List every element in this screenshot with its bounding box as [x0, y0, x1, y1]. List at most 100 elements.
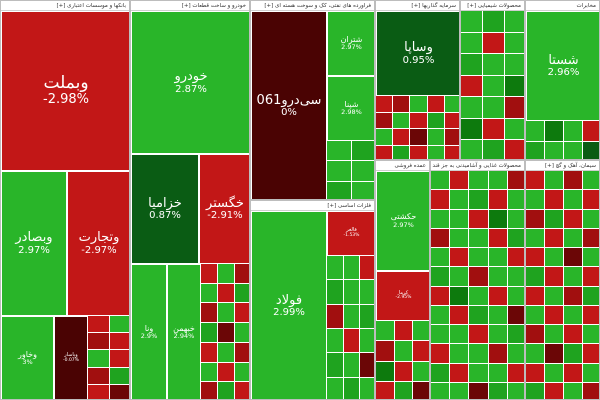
- mini-tile[interactable]: [431, 325, 450, 344]
- mini-tile[interactable]: [583, 286, 599, 305]
- mini-tile[interactable]: [583, 267, 599, 286]
- mini-tile[interactable]: [507, 382, 524, 399]
- mini-tile[interactable]: [450, 228, 469, 247]
- mini-tile[interactable]: [431, 286, 450, 305]
- mini-tile[interactable]: [583, 344, 599, 363]
- mini-tile[interactable]: [431, 209, 450, 228]
- mini-tile[interactable]: [461, 118, 482, 140]
- mini-tile[interactable]: [360, 304, 374, 328]
- tile-vbsader[interactable]: وبصادر 2.97%: [1, 171, 67, 316]
- mini-tile[interactable]: [564, 267, 582, 286]
- mini-tile[interactable]: [431, 363, 450, 382]
- mini-tile[interactable]: [461, 97, 482, 118]
- mini-tile[interactable]: [526, 228, 544, 247]
- mini-tile[interactable]: [583, 382, 599, 399]
- mini-tile[interactable]: [431, 248, 450, 267]
- mini-tile[interactable]: [583, 209, 599, 228]
- mini-tile[interactable]: [394, 361, 413, 381]
- mini-tile[interactable]: [450, 209, 469, 228]
- mini-tile[interactable]: [376, 129, 393, 145]
- mini-tile[interactable]: [488, 228, 507, 247]
- tile-vsapa[interactable]: وساپا 0.95%: [376, 11, 459, 96]
- mini-tile[interactable]: [201, 303, 217, 323]
- mini-tile[interactable]: [343, 377, 360, 399]
- mini-tile[interactable]: [360, 256, 374, 280]
- mini-tile[interactable]: [88, 384, 109, 399]
- tile-kerma[interactable]: کرما -2.95%: [376, 271, 429, 321]
- mini-tile[interactable]: [545, 209, 563, 228]
- mini-tile[interactable]: [427, 145, 444, 159]
- mini-tile[interactable]: [427, 96, 444, 112]
- mini-tile[interactable]: [526, 190, 544, 209]
- sector-title[interactable]: عمده فروشی: [376, 161, 429, 171]
- mini-tile[interactable]: [444, 96, 459, 112]
- mini-tile[interactable]: [469, 286, 488, 305]
- mini-tile[interactable]: [360, 353, 374, 377]
- tile-vbmellat[interactable]: وبملت -2.98%: [1, 11, 129, 171]
- mini-tile[interactable]: [505, 54, 524, 75]
- mini-tile[interactable]: [526, 248, 544, 267]
- mini-tile[interactable]: [360, 329, 374, 353]
- mini-tile[interactable]: [450, 248, 469, 267]
- mini-tile[interactable]: [431, 190, 450, 209]
- mini-tile[interactable]: [327, 141, 351, 161]
- sector-title[interactable]: خودرو و ساخت قطعات [+]: [131, 1, 249, 11]
- mini-tile[interactable]: [564, 248, 582, 267]
- mini-tile[interactable]: [110, 316, 129, 333]
- tile-sidaro[interactable]: سی‌درو061 0%: [251, 11, 327, 199]
- mini-tile[interactable]: [507, 305, 524, 324]
- tile-foulad[interactable]: فولاد 2.99%: [251, 211, 327, 399]
- mini-tile[interactable]: [201, 264, 217, 283]
- mini-tile[interactable]: [343, 256, 360, 280]
- mini-tile[interactable]: [526, 121, 544, 141]
- mini-tile[interactable]: [526, 209, 544, 228]
- mini-tile[interactable]: [450, 267, 469, 286]
- mini-tile[interactable]: [444, 145, 459, 159]
- mini-tile[interactable]: [427, 112, 444, 128]
- mini-tile[interactable]: [469, 209, 488, 228]
- mini-tile[interactable]: [110, 367, 129, 384]
- mini-tile[interactable]: [564, 228, 582, 247]
- mini-tile[interactable]: [327, 304, 343, 328]
- mini-tile[interactable]: [526, 267, 544, 286]
- mini-tile[interactable]: [450, 382, 469, 399]
- mini-tile[interactable]: [564, 121, 582, 141]
- mini-tile[interactable]: [431, 382, 450, 399]
- mini-tile[interactable]: [469, 228, 488, 247]
- mini-tile[interactable]: [410, 145, 427, 159]
- mini-tile[interactable]: [507, 190, 524, 209]
- mini-tile[interactable]: [564, 305, 582, 324]
- mini-tile[interactable]: [545, 228, 563, 247]
- mini-tile[interactable]: [583, 228, 599, 247]
- mini-tile[interactable]: [526, 286, 544, 305]
- mini-tile[interactable]: [507, 209, 524, 228]
- mini-tile[interactable]: [450, 171, 469, 190]
- tile-vtejarat[interactable]: وتجارت -2.97%: [67, 171, 129, 316]
- mini-tile[interactable]: [469, 363, 488, 382]
- mini-tile[interactable]: [545, 248, 563, 267]
- mini-tile[interactable]: [376, 96, 393, 112]
- mini-tile[interactable]: [410, 96, 427, 112]
- mini-tile[interactable]: [343, 304, 360, 328]
- mini-tile[interactable]: [545, 267, 563, 286]
- mini-tile[interactable]: [526, 171, 544, 190]
- mini-tile[interactable]: [431, 344, 450, 363]
- mini-tile[interactable]: [393, 145, 410, 159]
- mini-tile[interactable]: [218, 382, 234, 399]
- mini-tile[interactable]: [431, 267, 450, 286]
- mini-tile[interactable]: [431, 228, 450, 247]
- mini-tile[interactable]: [564, 190, 582, 209]
- mini-tile[interactable]: [327, 161, 351, 181]
- mini-tile[interactable]: [488, 171, 507, 190]
- sector-title[interactable]: بانکها و موسسات اعتباری [+]: [1, 1, 129, 11]
- mini-tile[interactable]: [583, 305, 599, 324]
- mini-tile[interactable]: [394, 321, 413, 341]
- mini-tile[interactable]: [327, 280, 343, 304]
- mini-tile[interactable]: [507, 267, 524, 286]
- mini-tile[interactable]: [505, 97, 524, 118]
- mini-tile[interactable]: [218, 323, 234, 342]
- mini-tile[interactable]: [393, 129, 410, 145]
- mini-tile[interactable]: [376, 321, 394, 341]
- mini-tile[interactable]: [526, 363, 544, 382]
- mini-tile[interactable]: [450, 305, 469, 324]
